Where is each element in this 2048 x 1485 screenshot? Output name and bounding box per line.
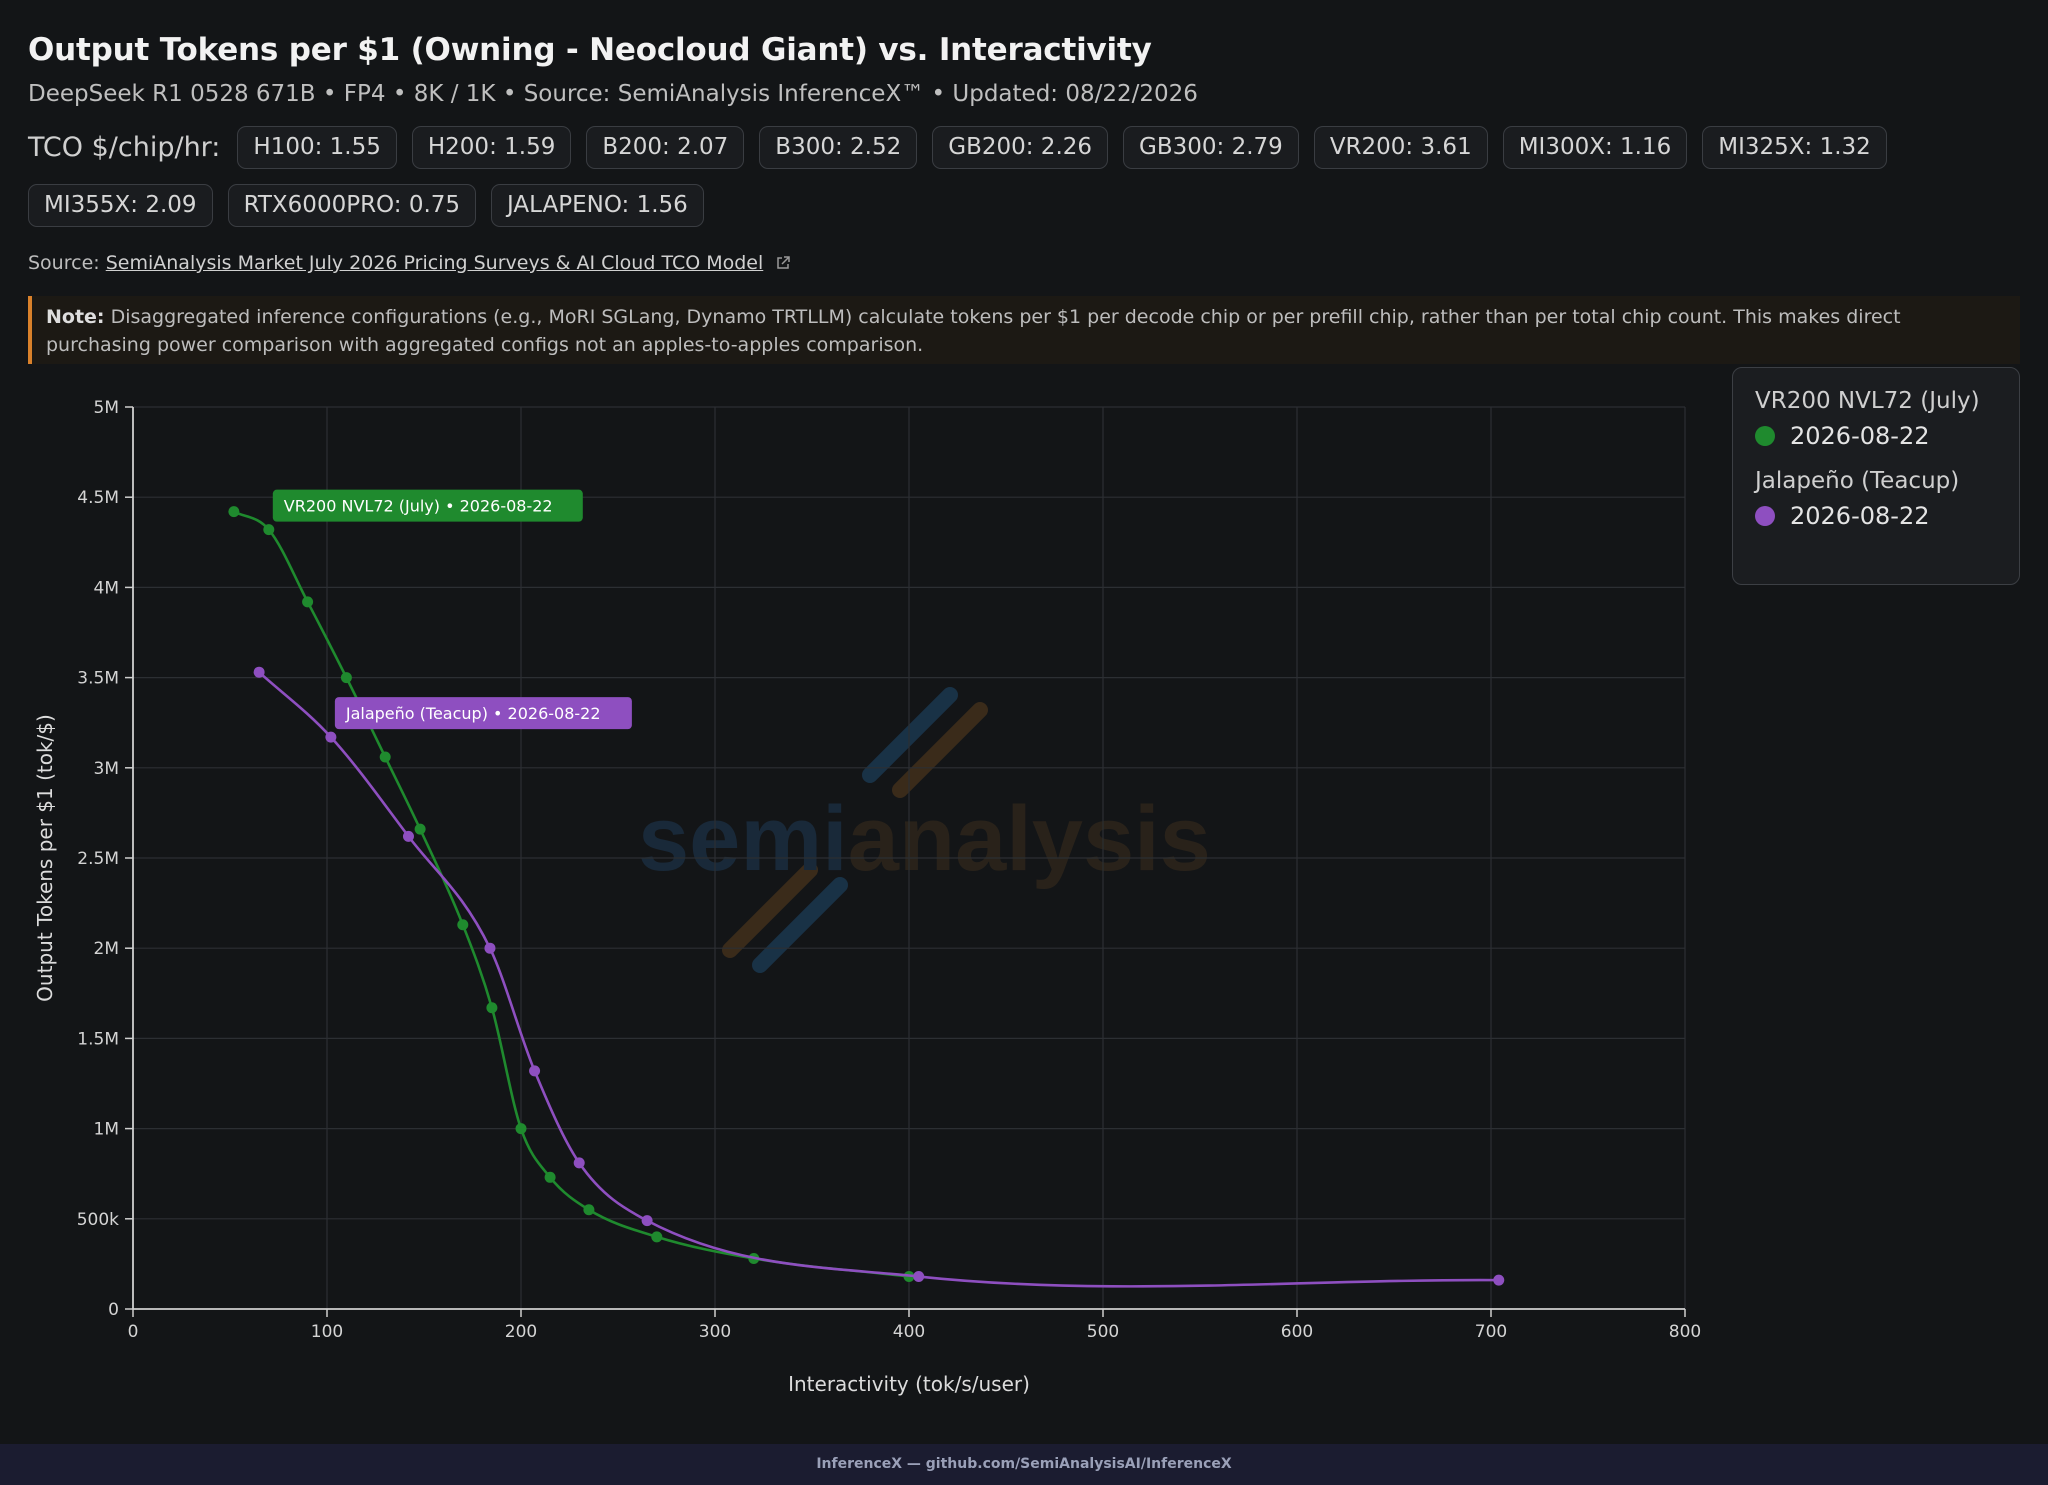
tco-chip-mi300x: MI300X: 1.16 [1502,126,1688,169]
y-tick-label: 4.5M [77,488,119,508]
x-tick-label: 200 [505,1322,537,1342]
tco-chip-mi355x: MI355X: 2.09 [28,184,213,227]
y-tick-label: 500k [77,1210,119,1230]
legend-series-name: Jalapeño (Teacup) [1755,468,1960,494]
tco-chip-jalapeno: JALAPENO: 1.56 [491,184,704,227]
data-point[interactable] [263,524,275,536]
data-point[interactable] [253,666,265,678]
x-tick-label: 600 [1281,1322,1313,1342]
series-line-1 [258,671,1499,1288]
data-point[interactable] [544,1171,556,1183]
data-point[interactable] [1493,1274,1505,1286]
series-line-0 [233,510,910,1278]
y-tick-label: 3.5M [77,669,119,689]
data-point[interactable] [379,751,391,763]
tco-row: TCO $/chip/hr: H100: 1.55 H200: 1.59 B20… [28,126,2018,227]
legend-entry[interactable]: 2026-08-22 [1755,502,1997,530]
data-point[interactable] [651,1231,663,1243]
x-axis-title: Interactivity (tok/s/user) [788,1372,1030,1396]
legend-entry-date: 2026-08-22 [1790,422,1930,450]
data-point[interactable] [484,942,496,954]
legend-entry-date: 2026-08-22 [1790,502,1930,530]
data-point[interactable] [457,919,469,931]
y-tick-label: 2.5M [77,849,119,869]
chart-area: semianalysis 0 100 200 300 400 500 600 700 800 0 5… [0,380,1720,1420]
legend-series-jalapeno: Jalapeño (Teacup) 2026-08-22 [1755,468,1997,530]
watermark: semianalysis [638,687,1211,973]
y-tick-label: 3M [94,759,119,779]
x-tick-label: 800 [1669,1322,1701,1342]
legend-dot-green [1755,426,1775,446]
tco-chip-gb300: GB300: 2.79 [1123,126,1299,169]
tco-chip-rtx6000pro: RTX6000PRO: 0.75 [227,184,477,227]
watermark-slash-1 [722,862,818,958]
y-axis-title: Output Tokens per $1 (tok/$) [33,714,57,1002]
x-tick-label: 700 [1475,1322,1507,1342]
y-tick-label: 4M [94,578,119,598]
note-banner: Note: Disaggregated inference configurat… [28,296,2020,364]
series-label-text: Jalapeño (Teacup) • 2026-08-22 [345,704,601,723]
x-tick-label: 300 [699,1322,731,1342]
chart-axes: 0 100 200 300 400 500 600 700 800 0 500k 1M 1.5M 2M 2.… [33,398,1701,1396]
x-tick-label: 500 [1087,1322,1119,1342]
note-text: Disaggregated inference configurations (… [46,306,1901,356]
data-point[interactable] [414,823,426,835]
watermark-text: semianalysis [638,788,1211,890]
data-point[interactable] [913,1271,925,1283]
external-link-icon[interactable] [775,254,791,276]
x-tick-label: 400 [893,1322,925,1342]
data-point[interactable] [641,1215,653,1227]
series-label-text: VR200 NVL72 (July) • 2026-08-22 [284,497,553,516]
watermark-slash-2 [752,877,848,973]
y-tick-label: 1.5M [77,1029,119,1049]
legend-dot-purple [1755,506,1775,526]
tco-chip-mi325x: MI325X: 1.32 [1702,126,1887,169]
data-point[interactable] [573,1157,585,1169]
chart-legend: VR200 NVL72 (July) 2026-08-22 Jalapeño (… [1732,367,2020,585]
tco-chip-b300: B300: 2.52 [759,126,918,169]
data-point[interactable] [583,1204,595,1216]
y-tick-label: 0 [108,1300,119,1320]
y-tick-label: 2M [94,939,119,959]
x-tick-label: 0 [128,1322,139,1342]
data-point[interactable] [228,506,240,518]
footer: InferenceX — github.com/SemiAnalysisAI/I… [0,1444,2048,1485]
legend-entry[interactable]: 2026-08-22 [1755,422,1997,450]
watermark-slash-3 [862,687,958,783]
legend-series-vr200: VR200 NVL72 (July) 2026-08-22 [1755,388,1997,450]
note-label: Note: [46,306,105,328]
x-tick-label: 100 [311,1322,343,1342]
chart-title: Output Tokens per $1 (Owning - Neocloud … [28,32,1152,68]
data-point[interactable] [529,1065,541,1077]
chart-subtitle: DeepSeek R1 0528 671B • FP4 • 8K / 1K • … [28,81,1198,107]
source-line: Source: SemiAnalysis Market July 2026 Pr… [28,252,791,276]
tco-label: TCO $/chip/hr: [28,132,221,163]
chart-series-labels: VR200 NVL72 (July) • 2026-08-22 Jalapeño … [272,489,632,730]
source-link[interactable]: SemiAnalysis Market July 2026 Pricing Su… [105,252,764,274]
y-tick-label: 5M [94,398,119,418]
data-point[interactable] [402,830,414,842]
data-point[interactable] [302,596,314,608]
y-tick-label: 1M [94,1120,119,1140]
data-point[interactable] [340,672,352,684]
data-point[interactable] [325,731,337,743]
data-point[interactable] [486,1002,498,1014]
data-point[interactable] [515,1123,527,1135]
series-label-box[interactable] [272,489,583,522]
tco-chip-vr200: VR200: 3.61 [1313,126,1488,169]
legend-series-name: VR200 NVL72 (July) [1755,388,1980,414]
tco-chip-h100: H100: 1.55 [237,126,397,169]
watermark-slash-4 [892,702,988,798]
tco-chip-b200: B200: 2.07 [586,126,745,169]
series-label-box[interactable] [334,697,632,730]
chart-series [228,506,1505,1288]
tco-chip-h200: H200: 1.59 [411,126,572,169]
tco-chip-gb200: GB200: 2.26 [932,126,1109,169]
chart-grid [133,406,1686,1309]
line-chart: semianalysis 0 100 200 300 400 500 600 700 800 0 5… [33,398,1701,1396]
source-prefix: Source: [28,252,100,274]
